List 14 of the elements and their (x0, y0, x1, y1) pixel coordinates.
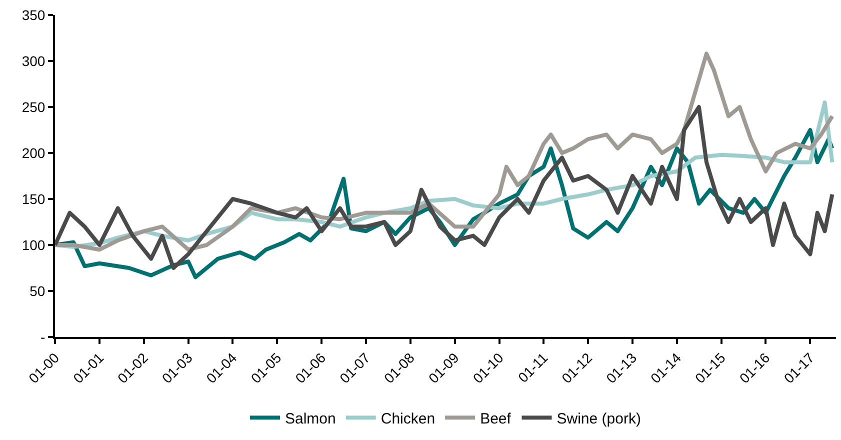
legend-label: Chicken (380, 410, 436, 428)
y-tick-label: - (40, 328, 46, 345)
line-series (55, 105, 834, 270)
y-tick-label: 350 (22, 6, 46, 23)
line-series (55, 52, 834, 252)
y-tick-label: 200 (22, 144, 46, 161)
y-tick-label: 150 (22, 190, 46, 207)
legend-label: Swine (pork) (556, 410, 641, 428)
legend-label: Salmon (285, 410, 336, 428)
y-tick-label: 250 (22, 98, 46, 115)
y-tick-label: 300 (22, 52, 46, 69)
y-tick-label: 100 (22, 236, 46, 253)
legend-label: Beef (480, 410, 512, 428)
y-tick-label: 50 (30, 282, 46, 299)
